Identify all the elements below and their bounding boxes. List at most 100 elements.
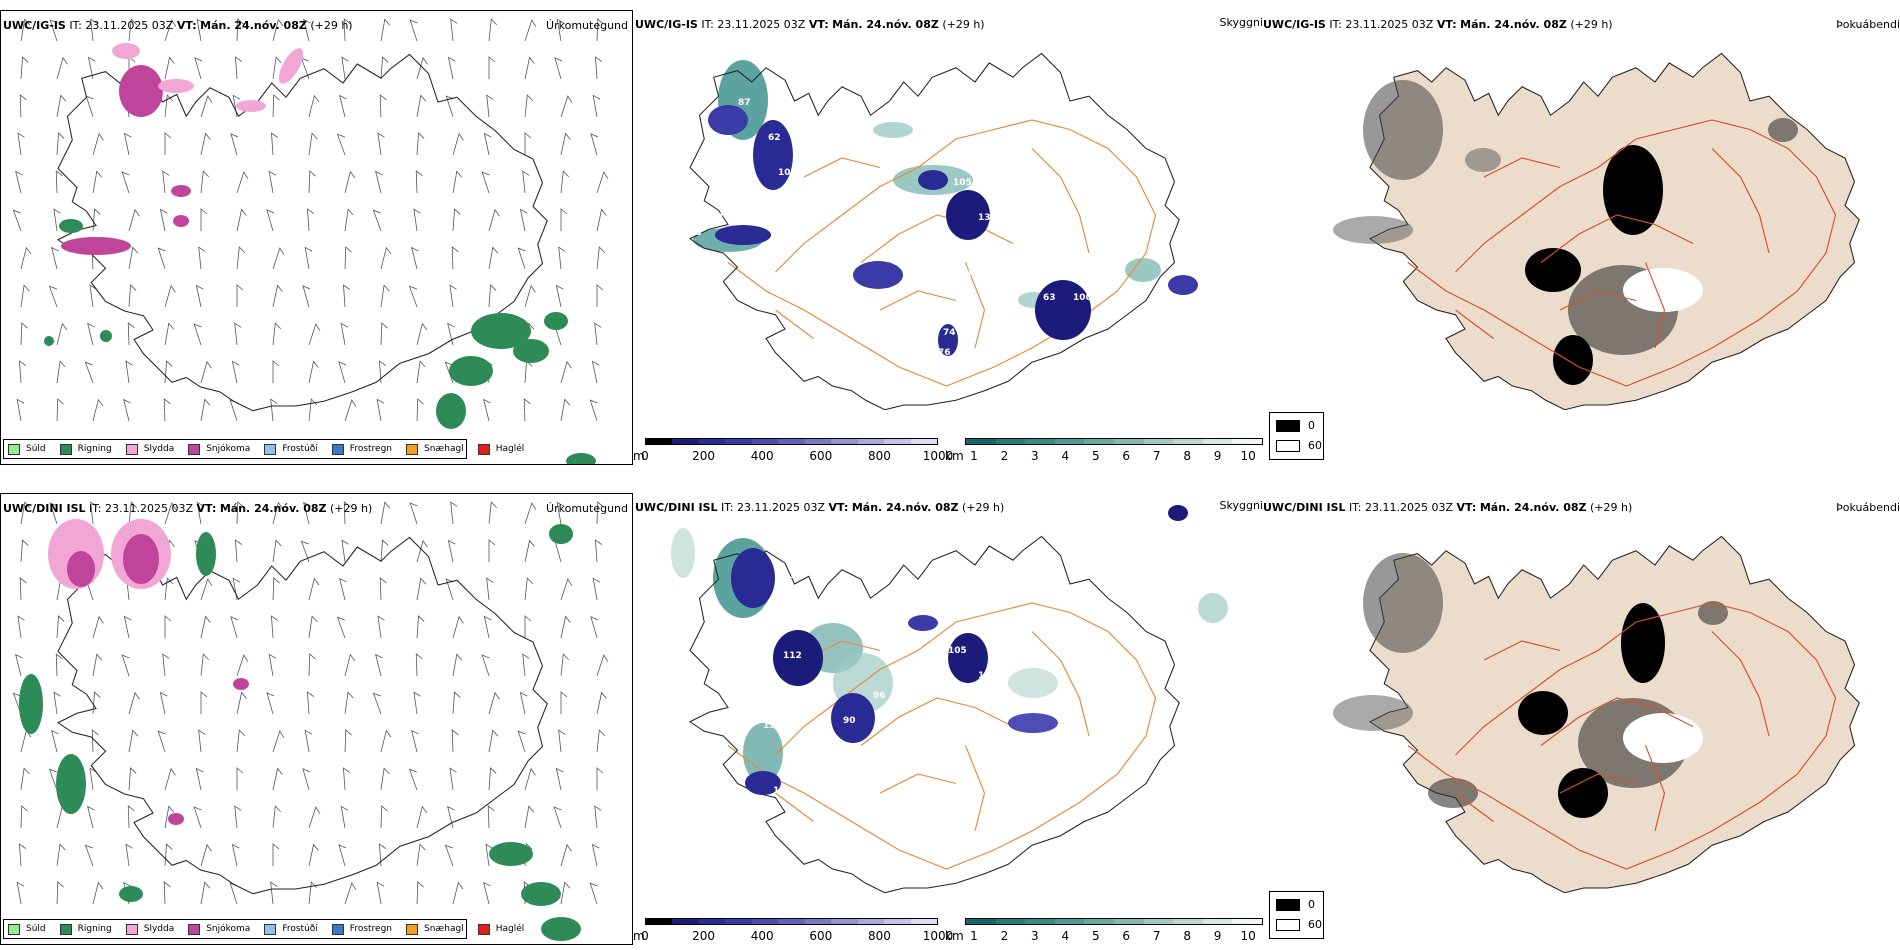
lead-time: (+29 h) bbox=[1590, 501, 1633, 514]
wind-barb bbox=[87, 56, 96, 80]
wind-barb bbox=[230, 133, 239, 156]
wind-barb bbox=[268, 653, 277, 677]
wind-barb bbox=[596, 691, 607, 715]
legend-swatch bbox=[331, 443, 344, 455]
vt-label: VT: bbox=[196, 502, 217, 515]
fog-legend-row: 60 bbox=[1276, 439, 1322, 452]
visibility-colorbar: km 1 2 3 4 5 6 7 8 9 10 bbox=[945, 438, 1263, 465]
wind-barb bbox=[128, 501, 138, 525]
cloud-base-areas bbox=[731, 505, 1188, 795]
wind-barb bbox=[163, 881, 171, 905]
wind-barb bbox=[123, 398, 131, 422]
wind-barb bbox=[20, 767, 30, 791]
wind-barb bbox=[128, 208, 140, 232]
colorbar-segment bbox=[646, 439, 673, 444]
wind-barb bbox=[234, 805, 242, 829]
wind-barb bbox=[591, 360, 600, 384]
legend-item: Snjókoma bbox=[188, 443, 250, 455]
colorbar-tick: 8 bbox=[1183, 929, 1191, 943]
wind-barb bbox=[164, 843, 173, 867]
wind-barb bbox=[596, 767, 604, 790]
wind-barb bbox=[15, 653, 23, 677]
wind-barb bbox=[49, 502, 58, 525]
precip-areas bbox=[44, 43, 596, 464]
it-label: IT: bbox=[1329, 18, 1342, 31]
wind-barb bbox=[92, 208, 101, 232]
wind-barb bbox=[302, 768, 311, 791]
wind-barb bbox=[48, 285, 58, 308]
colorbar-segment bbox=[1025, 439, 1055, 444]
wind-barb bbox=[236, 284, 244, 307]
wind-barb bbox=[524, 132, 532, 155]
colorbar-segment bbox=[804, 439, 832, 444]
wind-barb bbox=[128, 246, 139, 270]
fog-map-dini bbox=[1333, 535, 1860, 894]
legend-item: Snæhagl bbox=[406, 923, 464, 935]
colorbar-segment bbox=[1143, 919, 1174, 924]
wind-barb bbox=[53, 691, 61, 715]
wind-barb bbox=[560, 653, 570, 677]
wind-barb bbox=[450, 501, 458, 525]
wind-barb bbox=[416, 94, 427, 118]
panel-header: UWC/DINI ISL IT: 23.11.2025 03Z VT: Mán.… bbox=[635, 501, 1004, 514]
wind-barb bbox=[449, 767, 457, 791]
fog-shading bbox=[1333, 553, 1728, 818]
legend-label: Rigning bbox=[77, 924, 112, 934]
fog-legend-swatch bbox=[1276, 419, 1300, 432]
wind-barb bbox=[92, 132, 104, 156]
legend-swatch bbox=[264, 923, 277, 935]
wind-barb bbox=[121, 171, 130, 194]
colorbar-segment bbox=[1113, 439, 1144, 444]
wind-barb bbox=[308, 360, 319, 384]
wind-barb bbox=[486, 94, 494, 118]
wind-barb bbox=[200, 615, 211, 639]
legend-swatch bbox=[331, 923, 344, 935]
wind-barb bbox=[157, 247, 166, 270]
vt-label: VT: bbox=[1456, 501, 1477, 514]
cloud-base-label: 110 bbox=[773, 198, 792, 208]
wind-barb bbox=[416, 56, 428, 80]
wind-barb bbox=[270, 398, 278, 422]
cloud-base-label: 83 bbox=[773, 681, 786, 691]
wind-barb bbox=[236, 208, 247, 232]
legend-swatch bbox=[59, 443, 72, 455]
wind-barb bbox=[483, 398, 491, 422]
precip-areas bbox=[19, 519, 581, 941]
cloud-base-label: 112 bbox=[783, 651, 802, 661]
colorbar-segment bbox=[857, 919, 885, 924]
colorbar-tick: 1000 bbox=[922, 929, 954, 943]
colorbar-segment bbox=[884, 439, 911, 444]
wind-barb bbox=[195, 767, 204, 791]
wind-barb bbox=[379, 577, 387, 601]
colorbar-tick: 200 bbox=[692, 929, 716, 943]
wind-barb bbox=[236, 501, 244, 525]
wind-barb bbox=[159, 691, 168, 715]
precip-type-panel-dini: UWC/DINI ISL IT: 23.11.2025 03Z VT: Mán.… bbox=[0, 493, 633, 945]
wind-barb bbox=[519, 208, 528, 232]
wind-barb bbox=[560, 398, 571, 422]
fog-legend-swatch bbox=[1276, 898, 1300, 911]
colorbar-tick: 3 bbox=[1031, 929, 1039, 943]
wind-barb bbox=[198, 729, 206, 753]
colorbar-segment bbox=[966, 919, 996, 924]
wind-barb bbox=[408, 768, 418, 791]
wind-barb bbox=[380, 805, 388, 829]
wind-barb bbox=[447, 322, 455, 346]
colorbar-tick: 1 bbox=[970, 449, 978, 463]
model-name: UWC/IG-IS bbox=[3, 19, 66, 32]
wind-barb bbox=[266, 692, 275, 715]
wind-barb bbox=[485, 843, 493, 867]
wind-barb bbox=[236, 18, 244, 42]
legend-swatch bbox=[8, 923, 20, 935]
legend-swatch bbox=[188, 923, 201, 935]
wind-barb bbox=[375, 170, 383, 194]
wind-barb bbox=[20, 18, 31, 42]
wind-barb bbox=[92, 615, 104, 639]
legend-label: Slydda bbox=[143, 444, 175, 454]
colorbar-segment bbox=[725, 919, 752, 924]
wind-barb bbox=[157, 730, 166, 753]
wind-barb bbox=[416, 843, 426, 867]
colorbar-segment bbox=[1084, 439, 1114, 444]
lead-time: (+29 h) bbox=[330, 502, 373, 515]
model-name: UWC/DINI ISL bbox=[635, 501, 718, 514]
